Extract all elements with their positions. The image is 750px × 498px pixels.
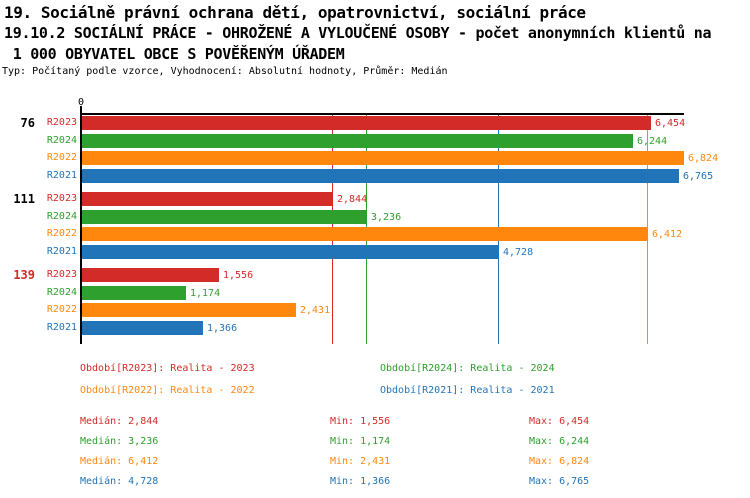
stat-min-R2022: Min: 2,431 <box>330 456 391 467</box>
series-label-139-R2023: R2023 <box>46 269 77 280</box>
bar-139-R2021[interactable] <box>82 320 203 335</box>
bar-111-R2023[interactable] <box>82 192 333 206</box>
stat-max-R2021: Max: 6,765 <box>529 476 590 487</box>
axis-origin-tick <box>80 106 82 113</box>
group-label-111: 111 <box>13 192 35 206</box>
chart-area: 0 76 R2023 6,454 R2024 6,244 R2022 6,824 R2021 6… <box>13 97 719 344</box>
bar-value-label-139-R2021: 1,366 <box>207 322 238 334</box>
bar-value-label-76-R2023: 6,454 <box>655 118 686 129</box>
series-label-111-R2024: R2024 <box>46 210 77 222</box>
stat-max-R2023: Max: 6,454 <box>529 416 590 427</box>
axis-top-line <box>80 113 684 115</box>
stat-min-R2024: Min: 1,174 <box>330 436 391 447</box>
legend-item-R2021: Období[R2021]: Realita - 2021 <box>380 385 555 396</box>
bar-value-label-76-R2024: 6,244 <box>637 135 668 147</box>
bar-value-label-76-R2022: 6,824 <box>688 153 719 164</box>
bar-139-R2024[interactable] <box>82 285 186 300</box>
legend-item-R2024: Období[R2024]: Realita - 2024 <box>380 363 555 374</box>
report-title-line3: 1 000 OBYVATEL OBCE S POVĚŘENÝM ÚŘADEM <box>4 45 345 63</box>
series-label-111-R2021: R2021 <box>46 245 77 257</box>
stat-median-R2024: Medián: 3,236 <box>80 436 159 447</box>
stat-median-R2021: Medián: 4,728 <box>80 476 159 487</box>
stat-max-R2022: Max: 6,824 <box>529 456 590 467</box>
bar-76-R2022[interactable] <box>82 151 684 165</box>
series-label-139-R2021: R2021 <box>46 321 77 333</box>
bar-139-R2022[interactable] <box>82 303 296 317</box>
report-title-line1: 19. Sociálně právní ochrana dětí, opatro… <box>4 3 586 22</box>
bar-76-R2021[interactable] <box>82 168 679 183</box>
group-label-139: 139 <box>13 268 35 282</box>
bar-value-label-111-R2023: 2,844 <box>337 194 368 205</box>
series-label-76-R2022: R2022 <box>46 152 77 163</box>
series-label-76-R2023: R2023 <box>46 117 77 128</box>
stat-min-R2023: Min: 1,556 <box>330 416 391 427</box>
bar-139-R2023[interactable] <box>82 268 219 282</box>
series-label-139-R2024: R2024 <box>46 286 77 298</box>
report-title-line2: 19.10.2 SOCIÁLNÍ PRÁCE - OHROŽENÉ A VYLO… <box>4 24 712 42</box>
legend-item-R2023: Období[R2023]: Realita - 2023 <box>80 363 255 374</box>
bar-111-R2022[interactable] <box>82 227 648 241</box>
stat-median-R2022: Medián: 6,412 <box>80 456 159 467</box>
group-label-76: 76 <box>20 116 35 130</box>
bar-value-label-139-R2024: 1,174 <box>190 287 221 299</box>
series-label-76-R2021: R2021 <box>46 169 77 181</box>
bar-111-R2024[interactable] <box>82 209 367 224</box>
bar-value-label-111-R2022: 6,412 <box>652 229 683 240</box>
bar-value-label-111-R2021: 4,728 <box>503 246 534 258</box>
bar-76-R2024[interactable] <box>82 133 633 148</box>
series-label-76-R2024: R2024 <box>46 134 77 146</box>
series-label-111-R2023: R2023 <box>46 193 77 204</box>
stat-median-R2023: Medián: 2,844 <box>80 416 159 427</box>
bar-value-label-139-R2023: 1,556 <box>223 270 254 281</box>
bar-value-label-139-R2022: 2,431 <box>300 305 331 316</box>
axis-left-line <box>80 113 82 344</box>
series-label-111-R2022: R2022 <box>46 228 77 239</box>
legend-item-R2022: Období[R2022]: Realita - 2022 <box>80 385 255 396</box>
stat-max-R2024: Max: 6,244 <box>529 436 590 447</box>
bar-value-label-76-R2021: 6,765 <box>683 170 714 182</box>
stat-min-R2021: Min: 1,366 <box>330 476 391 487</box>
bar-76-R2023[interactable] <box>82 116 651 130</box>
bar-111-R2021[interactable] <box>82 244 499 259</box>
axis-origin-label: 0 <box>77 97 85 108</box>
bar-value-label-111-R2024: 3,236 <box>371 211 402 223</box>
series-label-139-R2022: R2022 <box>46 304 77 315</box>
report-meta-line: Typ: Počítaný podle vzorce, Vyhodnocení:… <box>2 66 448 77</box>
